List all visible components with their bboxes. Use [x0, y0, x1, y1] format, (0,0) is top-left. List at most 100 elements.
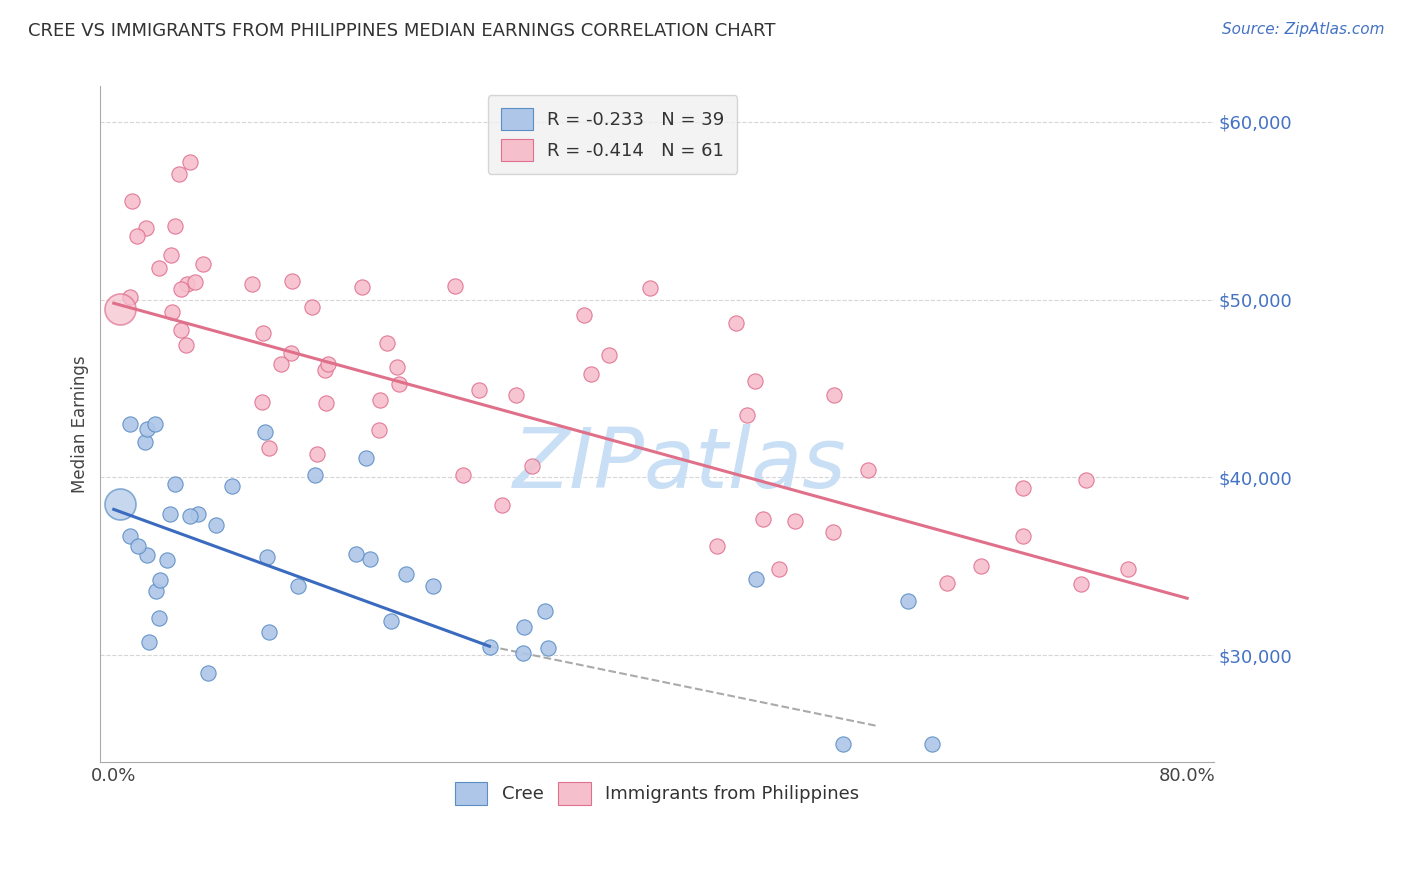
Point	[380, 615, 402, 629]
Point	[387, 376, 409, 391]
Point	[368, 423, 391, 437]
Point	[125, 229, 148, 244]
Point	[162, 304, 184, 318]
Text: Source: ZipAtlas.com: Source: ZipAtlas.com	[1222, 22, 1385, 37]
Point	[350, 279, 373, 293]
Point	[1118, 562, 1140, 576]
Point	[706, 539, 728, 553]
Point	[505, 388, 527, 402]
Point	[387, 359, 409, 374]
Point	[823, 388, 845, 402]
Point	[127, 539, 149, 553]
Point	[572, 309, 595, 323]
Point	[148, 260, 170, 275]
Y-axis label: Median Earnings: Median Earnings	[72, 355, 89, 493]
Point	[138, 635, 160, 649]
Point	[187, 507, 209, 521]
Point	[315, 395, 337, 409]
Point	[254, 425, 277, 439]
Point	[970, 559, 993, 574]
Point	[579, 367, 602, 381]
Point	[270, 357, 292, 371]
Point	[259, 625, 281, 640]
Point	[305, 446, 328, 460]
Point	[281, 274, 304, 288]
Point	[120, 529, 142, 543]
Point	[1012, 481, 1035, 495]
Point	[479, 640, 502, 654]
Point	[316, 357, 339, 371]
Point	[160, 248, 183, 262]
Point	[257, 441, 280, 455]
Point	[751, 512, 773, 526]
Point	[375, 335, 398, 350]
Point	[174, 338, 197, 352]
Point	[250, 395, 273, 409]
Point	[169, 167, 191, 181]
Point	[598, 348, 620, 362]
Point	[638, 281, 661, 295]
Point	[193, 257, 215, 271]
Point	[134, 434, 156, 449]
Point	[155, 553, 177, 567]
Point	[179, 155, 201, 169]
Point	[856, 463, 879, 477]
Point	[145, 584, 167, 599]
Point	[735, 408, 758, 422]
Point	[301, 300, 323, 314]
Point	[184, 275, 207, 289]
Point	[304, 468, 326, 483]
Point	[179, 508, 201, 523]
Point	[768, 561, 790, 575]
Point	[163, 476, 186, 491]
Point	[491, 498, 513, 512]
Point	[136, 422, 159, 436]
Text: CREE VS IMMIGRANTS FROM PHILIPPINES MEDIAN EARNINGS CORRELATION CHART: CREE VS IMMIGRANTS FROM PHILIPPINES MEDI…	[28, 22, 776, 40]
Point	[252, 326, 274, 341]
Point	[354, 450, 377, 465]
Point	[935, 576, 957, 591]
Point	[368, 393, 391, 408]
Point	[110, 497, 132, 511]
Point	[221, 479, 243, 493]
Point	[422, 579, 444, 593]
Point	[1070, 577, 1092, 591]
Point	[205, 518, 228, 533]
Point	[120, 417, 142, 431]
Point	[240, 277, 263, 292]
Point	[148, 573, 170, 587]
Point	[468, 383, 491, 397]
Point	[744, 374, 766, 388]
Point	[256, 549, 278, 564]
Point	[512, 646, 534, 660]
Point	[197, 665, 219, 680]
Point	[176, 277, 198, 291]
Point	[135, 221, 157, 235]
Point	[1012, 528, 1035, 542]
Point	[451, 468, 474, 483]
Point	[444, 279, 467, 293]
Point	[1074, 473, 1097, 487]
Point	[785, 514, 807, 528]
Point	[513, 620, 536, 634]
Point	[280, 345, 302, 359]
Point	[534, 604, 557, 618]
Point	[165, 219, 187, 234]
Point	[823, 524, 845, 539]
Point	[359, 552, 381, 566]
Point	[724, 317, 747, 331]
Point	[344, 547, 367, 561]
Point	[921, 737, 943, 751]
Point	[148, 611, 170, 625]
Point	[831, 737, 853, 751]
Legend: Cree, Immigrants from Philippines: Cree, Immigrants from Philippines	[446, 773, 869, 814]
Point	[522, 458, 544, 473]
Point	[159, 507, 181, 521]
Point	[745, 572, 768, 586]
Point	[110, 301, 132, 316]
Point	[118, 289, 141, 303]
Point	[314, 362, 336, 376]
Text: ZIPatlas: ZIPatlas	[513, 424, 846, 505]
Point	[169, 282, 191, 296]
Point	[537, 640, 560, 655]
